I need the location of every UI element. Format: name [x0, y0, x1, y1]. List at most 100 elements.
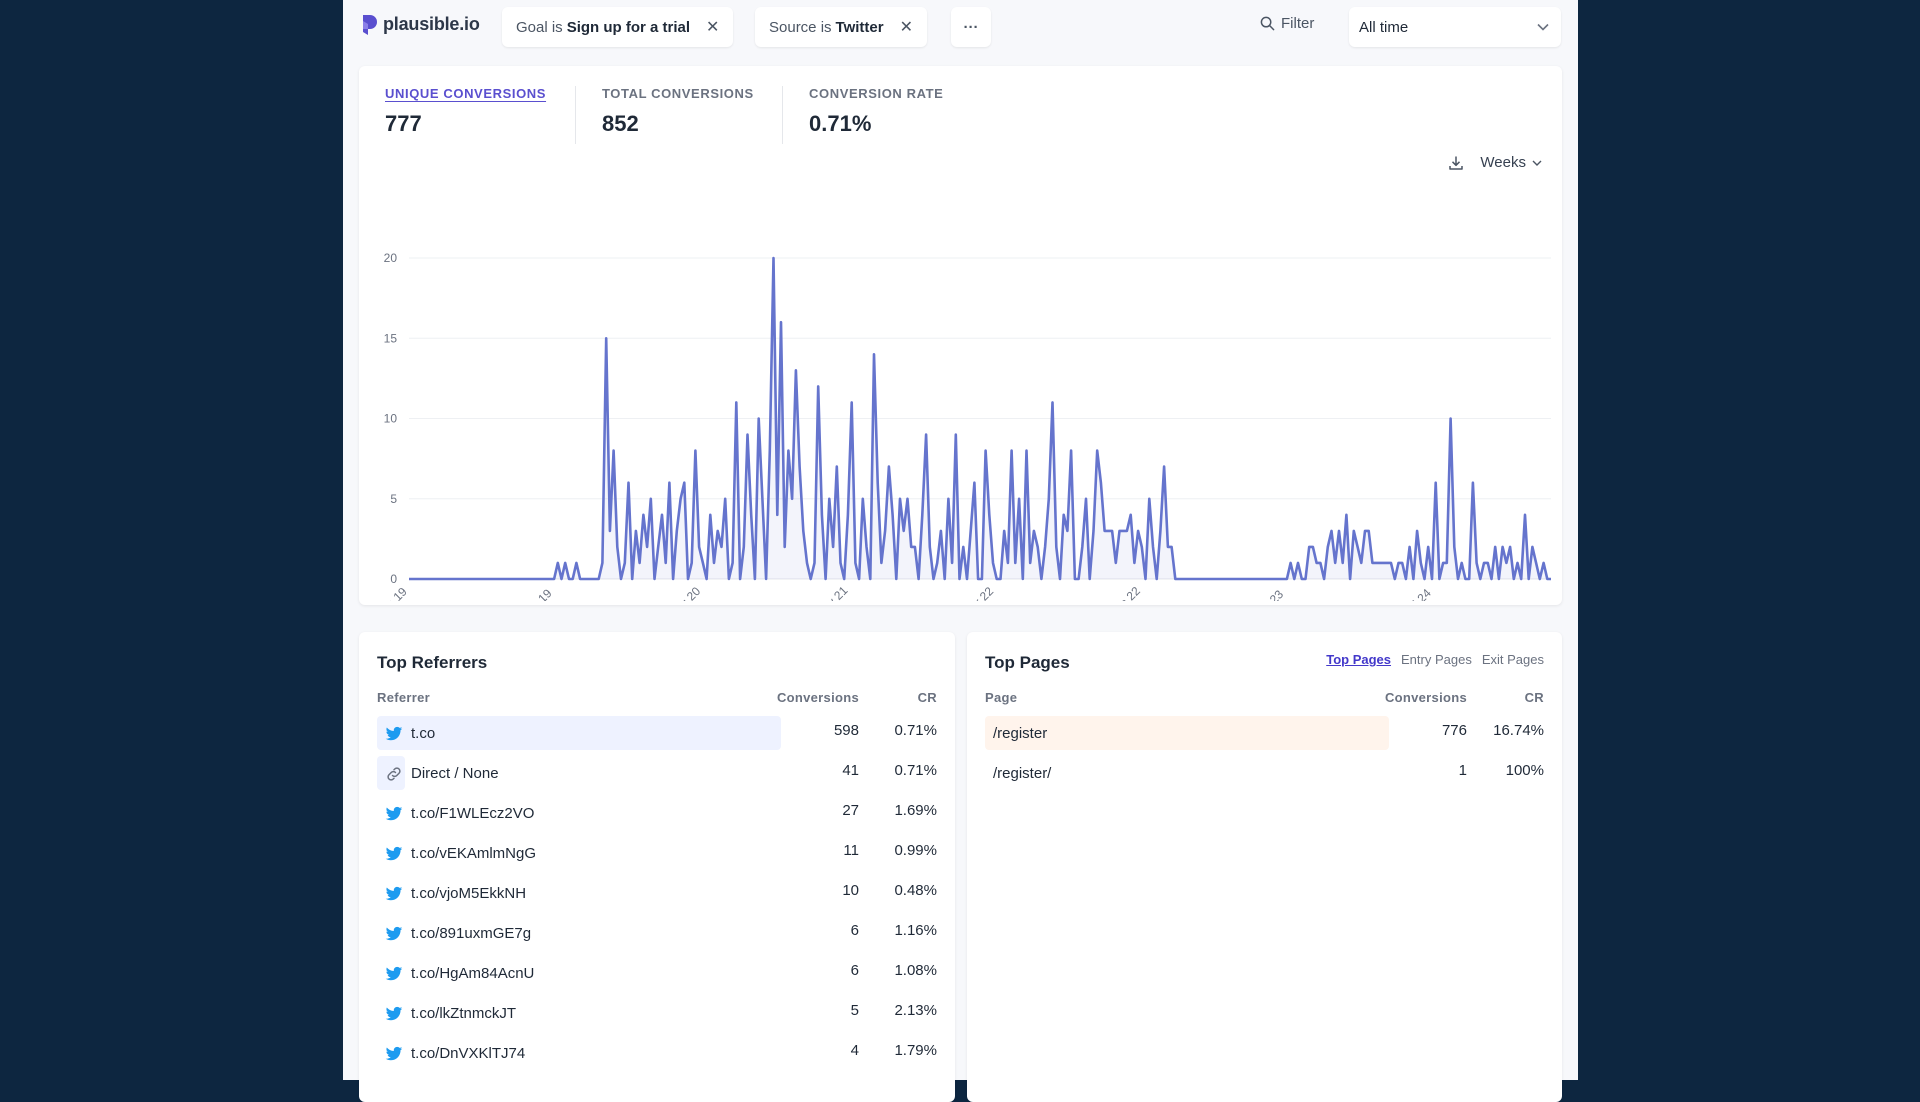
filter-pill-source[interactable]: Source is Twitter ✕ [755, 7, 927, 47]
tab-exit-pages[interactable]: Exit Pages [1481, 652, 1544, 667]
filter-value: Sign up for a trial [566, 18, 691, 36]
stat-divider [575, 86, 576, 144]
tab-top-pages[interactable]: Top Pages [1326, 652, 1392, 667]
search-icon [1260, 16, 1275, 31]
stat-label: UNIQUE CONVERSIONS [385, 86, 547, 101]
filter-label: Filter [1281, 15, 1315, 32]
row-label[interactable]: t.co/HgAm84AcnU [411, 965, 535, 982]
series-line [409, 256, 1551, 581]
filter-prefix: Goal is [516, 18, 563, 36]
list-item[interactable]: t.co/vEKAmlmNgG [377, 836, 937, 872]
conversions-value: 27 [842, 802, 859, 819]
list-item[interactable]: t.co/vjoM5EkkNH [377, 876, 937, 912]
conversions-value: 11 [843, 842, 859, 859]
row-label[interactable]: t.co/DnVXKlTJ74 [411, 1045, 526, 1062]
row-label[interactable]: t.co/F1WLEcz2VO [411, 805, 535, 822]
y-tick-label: 0 [390, 572, 397, 586]
cr-value: 16.74% [1493, 722, 1544, 739]
list-item[interactable]: t.co/lkZtnmckJT [377, 996, 937, 1032]
row-label[interactable]: t.co/891uxmGE7g [411, 925, 532, 942]
close-icon[interactable]: ✕ [899, 19, 913, 36]
stat-unique-conversions[interactable]: UNIQUE CONVERSIONS 777 [385, 86, 546, 137]
conversions-chart[interactable]: 0 5 10 15 20 23 Jan 19 4 Nov 19 17 Aug 20 31 May… [359, 176, 1562, 601]
pages-title: Top Pages [985, 653, 1070, 672]
conversions-value: 4 [850, 1042, 859, 1059]
twitter-icon [385, 1006, 403, 1021]
site-switcher[interactable]: plausible.io [361, 14, 480, 35]
close-icon[interactable]: ✕ [706, 19, 720, 36]
twitter-icon [385, 1046, 403, 1061]
referrers-title: Top Referrers [377, 653, 488, 672]
pages-tabs: Top Pages Entry Pages Exit Pages [1326, 652, 1544, 667]
plausible-logo-icon [363, 14, 377, 35]
conversions-value: 598 [833, 722, 859, 739]
row-label[interactable]: /register/ [993, 765, 1052, 782]
cr-value: 1.16% [894, 922, 937, 939]
row-label[interactable]: t.co/vjoM5EkkNH [411, 885, 527, 902]
x-tick-label: 9 Oct 23 [1244, 587, 1286, 601]
twitter-icon [385, 806, 403, 821]
list-item[interactable]: t.co [377, 716, 937, 752]
site-name: plausible.io [383, 14, 480, 34]
share-bar [985, 716, 1389, 750]
stat-value: 0.71% [809, 111, 872, 136]
twitter-icon [385, 846, 403, 861]
row-label[interactable]: t.co/vEKAmlmNgG [411, 845, 537, 862]
link-icon [387, 767, 401, 781]
top-bar: plausible.io Goal is Sign up for a trial… [343, 0, 1578, 52]
interval-select[interactable]: Weeks [1480, 154, 1542, 171]
list-item[interactable]: Direct / None [377, 756, 937, 792]
cr-value: 1.08% [894, 962, 937, 979]
x-tick-label: 23 Jan 19 [363, 584, 410, 601]
filter-value: Twitter [835, 18, 884, 36]
column-header-cr: CR [1524, 690, 1544, 705]
chevron-down-icon [1537, 23, 1549, 31]
top-referrers-card: Top Referrers Referrer Conversions CR t.… [359, 632, 955, 1102]
period-select[interactable]: All time [1349, 7, 1561, 47]
x-tick-label: 4 Nov 19 [511, 586, 555, 601]
twitter-icon [385, 926, 403, 941]
cr-value: 0.48% [894, 882, 937, 899]
y-tick-label: 10 [384, 412, 398, 426]
twitter-icon [385, 886, 403, 901]
x-tick-label: 17 Aug 20 [655, 584, 703, 601]
column-header-conversions: Conversions [776, 690, 859, 705]
list-item[interactable]: /register [985, 716, 1545, 752]
list-item[interactable]: t.co/891uxmGE7g [377, 916, 937, 952]
row-label[interactable]: t.co/lkZtnmckJT [411, 1005, 517, 1022]
list-item[interactable]: t.co/HgAm84AcnU [377, 956, 937, 992]
dashboard-page: plausible.io Goal is Sign up for a trial… [343, 0, 1578, 1102]
twitter-icon [385, 966, 403, 981]
conversions-value: 41 [842, 762, 859, 779]
conversions-value: 10 [842, 882, 859, 899]
list-item[interactable]: t.co/F1WLEcz2VO [377, 796, 937, 832]
row-label[interactable]: Direct / None [411, 765, 499, 782]
row-label[interactable]: /register [993, 725, 1048, 742]
column-header-page: Page [985, 690, 1018, 705]
tab-entry-pages[interactable]: Entry Pages [1401, 652, 1472, 667]
cr-value: 1.69% [894, 802, 937, 819]
period-label: All time [1359, 18, 1409, 36]
more-filters-button[interactable]: ··· [951, 7, 991, 47]
row-label[interactable]: t.co [411, 725, 436, 742]
interval-label: Weeks [1480, 154, 1526, 171]
y-tick-label: 15 [384, 331, 398, 345]
stat-conversion-rate[interactable]: CONVERSION RATE 0.71% [809, 86, 943, 137]
filter-pill-goal[interactable]: Goal is Sign up for a trial ✕ [502, 7, 734, 47]
list-item[interactable]: /register/ [985, 756, 1545, 792]
chevron-down-icon [1532, 160, 1542, 166]
stat-label: TOTAL CONVERSIONS [602, 86, 754, 101]
list-item[interactable]: t.co/DnVXKlTJ74 [377, 1036, 937, 1072]
cr-value: 1.79% [894, 1042, 937, 1059]
filter-button[interactable]: Filter [1260, 15, 1314, 32]
cr-value: 0.99% [894, 842, 937, 859]
stat-value: 852 [602, 111, 639, 136]
filter-prefix: Source is [769, 18, 832, 36]
download-icon[interactable] [1448, 155, 1464, 171]
y-tick-label: 20 [384, 251, 398, 265]
column-header-cr: CR [917, 690, 937, 705]
cr-value: 2.13% [894, 1002, 937, 1019]
y-tick-label: 5 [390, 492, 397, 506]
share-bar [377, 716, 781, 750]
stat-total-conversions[interactable]: TOTAL CONVERSIONS 852 [602, 86, 754, 137]
